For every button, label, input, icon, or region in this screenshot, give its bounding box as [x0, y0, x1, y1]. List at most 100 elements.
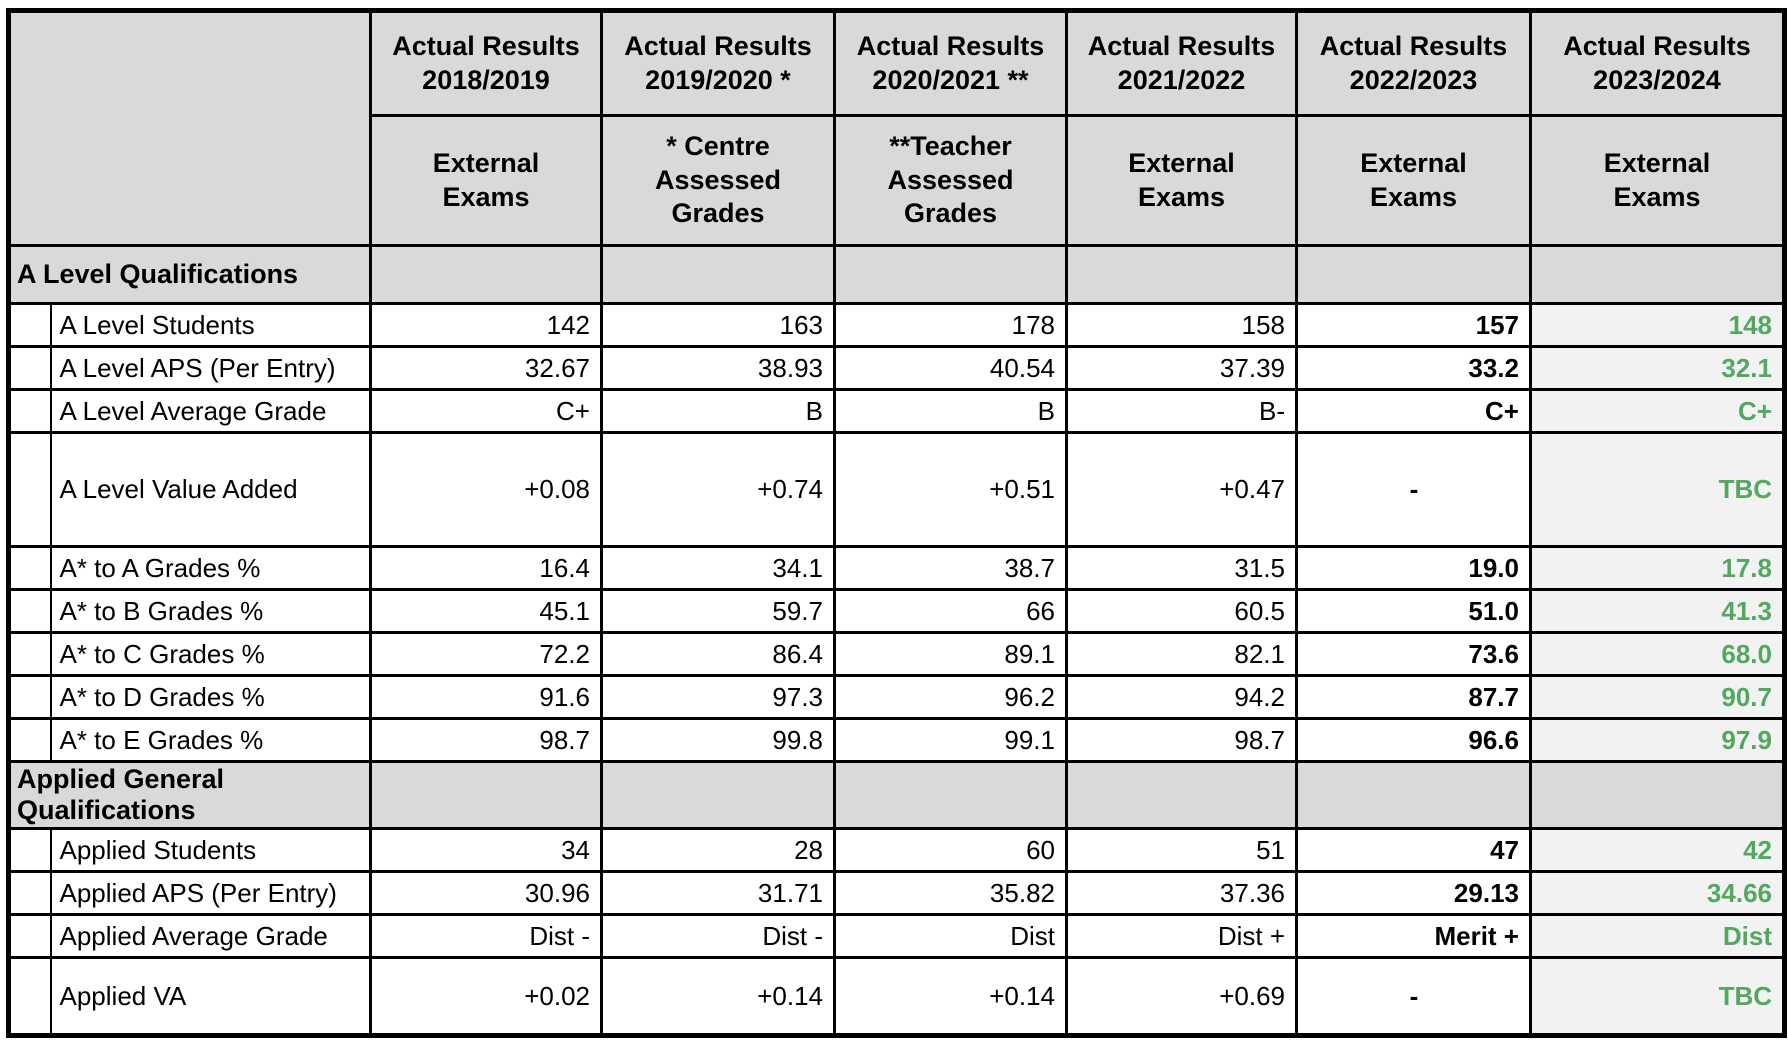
- cell-value: Dist -: [369, 913, 603, 959]
- table-row: A* to E Grades % 98.7 99.8 99.1 98.7 96.6 97.9: [7, 717, 1786, 763]
- section-fill-cell: [1295, 244, 1532, 305]
- cell-value: 30.96: [369, 870, 603, 916]
- cell-value: 59.7: [600, 588, 836, 634]
- cell-value: 91.6: [369, 674, 603, 720]
- cell-value: 34.66: [1529, 870, 1786, 916]
- cell-value: 97.3: [600, 674, 836, 720]
- cell-value: 40.54: [833, 345, 1068, 391]
- cell-value: +0.69: [1065, 956, 1298, 1037]
- indent-cell: [7, 913, 52, 959]
- table-row: Applied APS (Per Entry) 30.96 31.71 35.82 37…: [7, 870, 1786, 916]
- cell-value: 68.0: [1529, 631, 1786, 677]
- cell-value: 89.1: [833, 631, 1068, 677]
- cell-value: +0.47: [1065, 431, 1298, 548]
- cell-value: 41.3: [1529, 588, 1786, 634]
- section-title: Applied General Qualifications: [7, 760, 372, 830]
- header-title-row: Actual Results 2018/2019 Actual Results 2…: [7, 9, 1786, 247]
- cell-value: Dist: [1529, 913, 1786, 959]
- table-row: A Level Students 142 163 178 158 157 148: [7, 302, 1786, 348]
- cell-value: -: [1295, 956, 1532, 1037]
- cell-value: 42: [1529, 827, 1786, 873]
- section-fill-cell: [600, 244, 836, 305]
- cell-value: B: [833, 388, 1068, 434]
- cell-value: TBC: [1529, 431, 1786, 548]
- cell-value: 60.5: [1065, 588, 1298, 634]
- cell-value: 157: [1295, 302, 1532, 348]
- cell-value: 38.93: [600, 345, 836, 391]
- cell-value: 73.6: [1295, 631, 1532, 677]
- cell-value: 178: [833, 302, 1068, 348]
- cell-value: 31.71: [600, 870, 836, 916]
- column-title: Actual Results 2018/2019: [369, 9, 603, 117]
- row-label: A* to D Grades %: [49, 674, 372, 720]
- section-header-row: Applied General Qualifications: [7, 760, 1786, 830]
- table-row: A* to C Grades % 72.2 86.4 89.1 82.1 73.6 68.0: [7, 631, 1786, 677]
- indent-cell: [7, 545, 52, 591]
- cell-value: 29.13: [1295, 870, 1532, 916]
- table-body: A Level Qualifications A Level Students 14…: [7, 244, 1786, 1037]
- section-fill-cell: [833, 244, 1068, 305]
- row-label: A* to E Grades %: [49, 717, 372, 763]
- section-title: A Level Qualifications: [7, 244, 372, 305]
- section-fill-cell: [833, 760, 1068, 830]
- header-subtitle-row: External Exams * Centre Assessed Grades **…: [9, 114, 1786, 247]
- section-fill-cell: [1295, 760, 1532, 830]
- cell-value: 32.67: [369, 345, 603, 391]
- cell-value: +0.08: [369, 431, 603, 548]
- cell-value: C+: [1529, 388, 1786, 434]
- cell-value: 98.7: [1065, 717, 1298, 763]
- cell-value: B: [600, 388, 836, 434]
- table-row: A Level APS (Per Entry) 32.67 38.93 40.54 37…: [7, 345, 1786, 391]
- column-title: Actual Results 2019/2020 *: [600, 9, 836, 117]
- indent-cell: [7, 870, 52, 916]
- cell-value: 94.2: [1065, 674, 1298, 720]
- cell-value: 87.7: [1295, 674, 1532, 720]
- table-row: A Level Average Grade C+ B B B- C+ C+: [7, 388, 1786, 434]
- row-label: Applied Average Grade: [49, 913, 372, 959]
- cell-value: 99.1: [833, 717, 1068, 763]
- cell-value: 158: [1065, 302, 1298, 348]
- cell-value: 16.4: [369, 545, 603, 591]
- column-subtitle: **Teacher Assessed Grades: [833, 114, 1068, 247]
- section-fill-cell: [1065, 760, 1298, 830]
- cell-value: 47: [1295, 827, 1532, 873]
- cell-value: 142: [369, 302, 603, 348]
- indent-cell: [7, 631, 52, 677]
- indent-cell: [7, 717, 52, 763]
- section-fill-cell: [600, 760, 836, 830]
- cell-value: 37.39: [1065, 345, 1298, 391]
- cell-value: 148: [1529, 302, 1786, 348]
- cell-value: B-: [1065, 388, 1298, 434]
- cell-value: 37.36: [1065, 870, 1298, 916]
- cell-value: +0.74: [600, 431, 836, 548]
- row-label: Applied VA: [49, 956, 372, 1037]
- row-label: A* to A Grades %: [49, 545, 372, 591]
- indent-cell: [7, 431, 52, 548]
- cell-value: 34: [369, 827, 603, 873]
- cell-value: 35.82: [833, 870, 1068, 916]
- table-row: Applied Students 34 28 60 51 47 42: [7, 827, 1786, 873]
- cell-value: 96.2: [833, 674, 1068, 720]
- cell-value: 97.9: [1529, 717, 1786, 763]
- cell-value: 28: [600, 827, 836, 873]
- column-title: Actual Results 2023/2024: [1529, 9, 1786, 117]
- cell-value: Merit +: [1295, 913, 1532, 959]
- column-title: Actual Results 2022/2023: [1295, 9, 1532, 117]
- section-header-row: A Level Qualifications: [7, 244, 1786, 305]
- table-row: Applied Average Grade Dist - Dist - Dist Dis…: [7, 913, 1786, 959]
- column-subtitle: External Exams: [1295, 114, 1532, 247]
- cell-value: 51.0: [1295, 588, 1532, 634]
- cell-value: 34.1: [600, 545, 836, 591]
- table-row: A* to D Grades % 91.6 97.3 96.2 94.2 87.7 90.7: [7, 674, 1786, 720]
- row-label: A* to B Grades %: [49, 588, 372, 634]
- cell-value: Dist -: [600, 913, 836, 959]
- cell-value: 72.2: [369, 631, 603, 677]
- table-row: A* to A Grades % 16.4 34.1 38.7 31.5 19.0 17.8: [7, 545, 1786, 591]
- row-label: Applied APS (Per Entry): [49, 870, 372, 916]
- cell-value: 82.1: [1065, 631, 1298, 677]
- indent-cell: [7, 674, 52, 720]
- table-row: A* to B Grades % 45.1 59.7 66 60.5 51.0 41.3: [7, 588, 1786, 634]
- section-fill-cell: [1529, 760, 1786, 830]
- table-header: Actual Results 2018/2019 Actual Results 2…: [7, 9, 1786, 247]
- cell-value: +0.02: [369, 956, 603, 1037]
